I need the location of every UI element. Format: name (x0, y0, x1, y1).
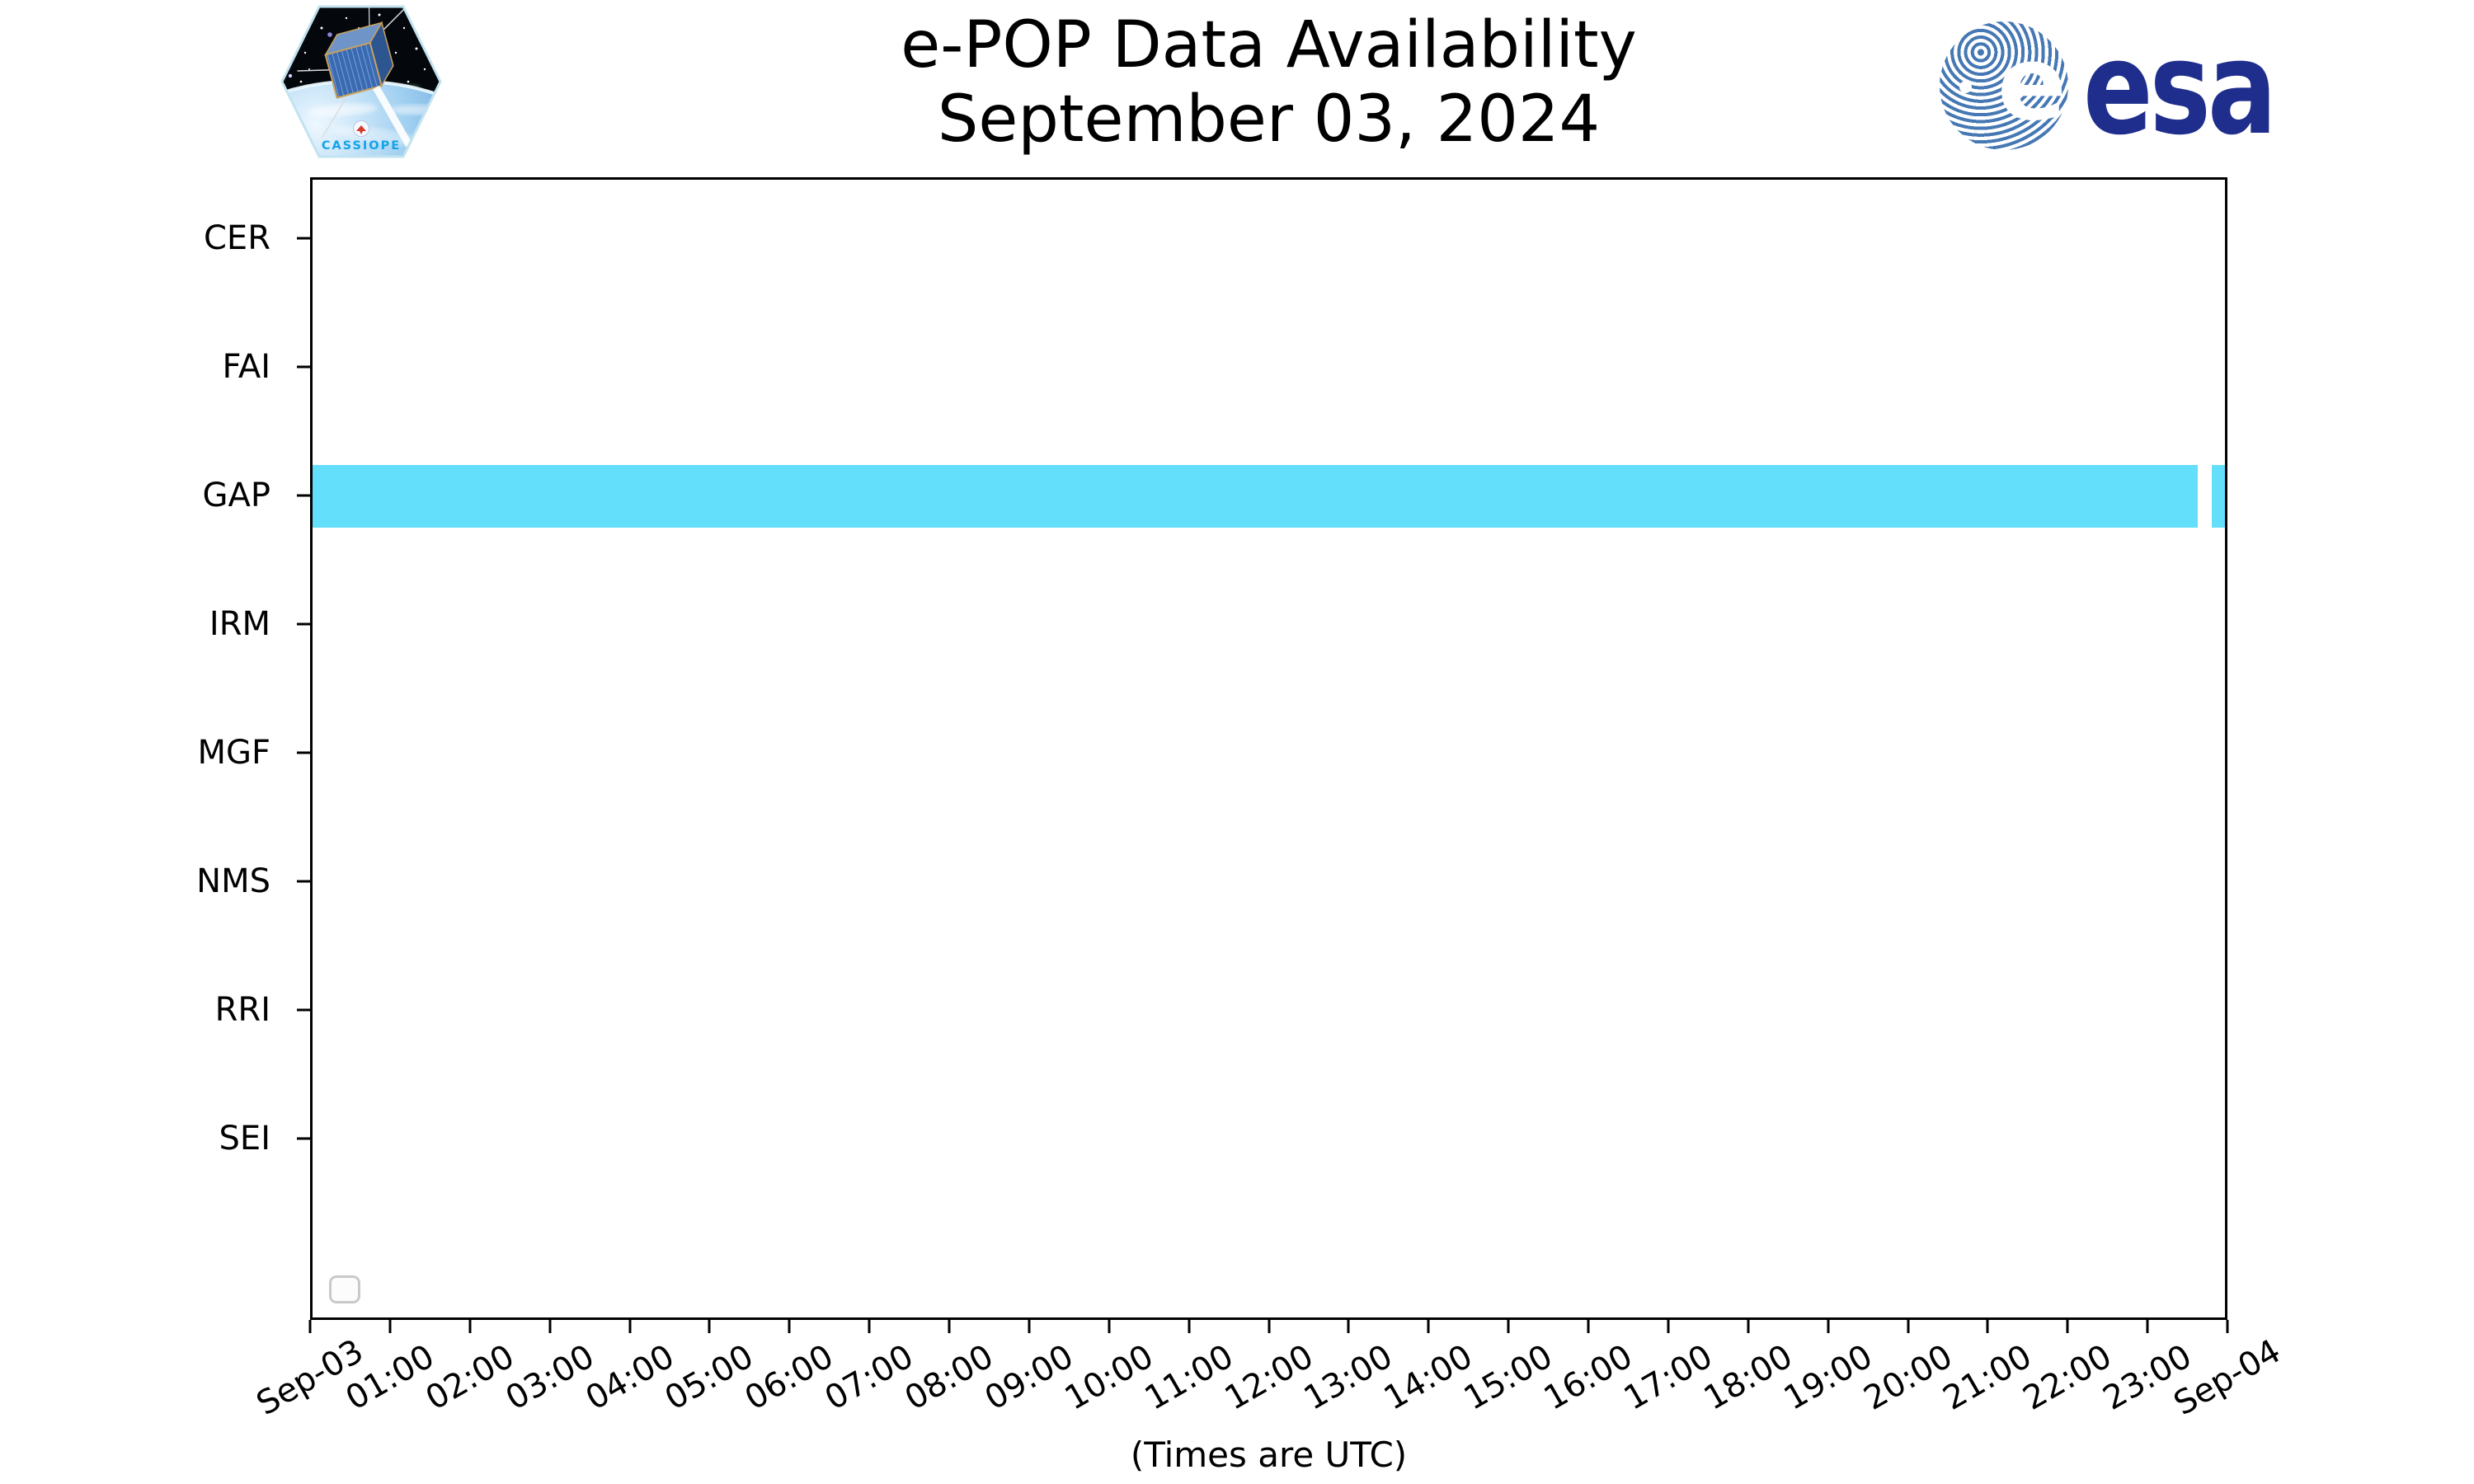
availability-bar-gap (2211, 465, 2225, 528)
esa-globe-dot (1959, 81, 1972, 93)
y-tick-mark (297, 751, 310, 754)
y-axis-ticks (297, 177, 310, 1320)
x-tick-label-1400: 14:00 (1377, 1337, 1479, 1418)
y-tick-mark (297, 1137, 310, 1140)
x-tick-mark (308, 1320, 312, 1333)
y-tick-mark (297, 880, 310, 883)
x-tick-label-0600: 06:00 (738, 1337, 840, 1418)
x-tick-mark (1427, 1320, 1430, 1333)
x-tick-label-1500: 15:00 (1457, 1337, 1559, 1418)
chart-title-block: e-POP Data Availability September 03, 20… (310, 8, 2227, 157)
x-tick-mark (1587, 1320, 1590, 1333)
x-tick-mark (1028, 1320, 1031, 1333)
x-tick-mark (2226, 1320, 2229, 1333)
esa-globe-icon: e (1940, 21, 2068, 150)
x-tick-mark (1268, 1320, 1270, 1333)
x-tick-label-1100: 11:00 (1138, 1337, 1240, 1418)
x-tick-label-1800: 18:00 (1697, 1337, 1799, 1418)
x-tick-label-0900: 09:00 (978, 1337, 1080, 1418)
x-tick-mark (1507, 1320, 1510, 1333)
x-tick-label-2100: 21:00 (1936, 1337, 2039, 1418)
x-tick-label-1700: 17:00 (1617, 1337, 1719, 1418)
y-tick-label-gap: GAP (202, 477, 270, 514)
x-tick-mark (868, 1320, 871, 1333)
y-tick-mark (297, 365, 310, 369)
x-tick-label-1900: 19:00 (1777, 1337, 1879, 1418)
x-tick-mark (1907, 1320, 1909, 1333)
y-tick-label-irm: IRM (209, 604, 270, 643)
x-tick-label-2200: 22:00 (2016, 1337, 2119, 1418)
x-tick-mark (948, 1320, 951, 1333)
y-tick-mark (297, 494, 310, 497)
x-tick-mark (1827, 1320, 1830, 1333)
y-tick-label-mgf: MGF (197, 733, 270, 772)
x-tick-mark (548, 1320, 552, 1333)
y-tick-mark (297, 237, 310, 240)
x-tick-mark (388, 1320, 392, 1333)
x-tick-label-2000: 20:00 (1857, 1337, 1959, 1418)
y-tick-label-rri: RRI (214, 990, 270, 1029)
cassiope-mission-patch: CASSIOPE (280, 5, 442, 158)
x-tick-label-1600: 16:00 (1537, 1337, 1639, 1418)
x-tick-mark (788, 1320, 791, 1333)
esa-wordmark: esa (2083, 13, 2277, 163)
y-axis-labels: CER FAI GAP IRM MGF NMS RRI SEI (0, 177, 290, 1320)
x-tick-mark (1347, 1320, 1350, 1333)
y-tick-label-fai: FAI (222, 348, 271, 386)
x-tick-mark (1667, 1320, 1670, 1333)
x-tick-mark (1188, 1320, 1191, 1333)
plot-area (310, 177, 2227, 1320)
x-tick-mark (1986, 1320, 1989, 1333)
empty-legend-box (329, 1275, 360, 1303)
cassiope-label: CASSIOPE (322, 139, 401, 153)
chart-title: e-POP Data Availability (901, 8, 1637, 82)
y-tick-label-sei: SEI (219, 1119, 270, 1158)
x-tick-label-0300: 03:00 (499, 1337, 601, 1418)
x-axis-title: (Times are UTC) (1130, 1435, 1408, 1475)
y-tick-mark (297, 622, 310, 626)
y-tick-label-nms: NMS (196, 862, 270, 900)
x-tick-mark (628, 1320, 631, 1333)
x-tick-label-sep-04: Sep-04 (2167, 1331, 2288, 1424)
x-tick-mark (1108, 1320, 1111, 1333)
availability-bar-gap (313, 465, 2199, 528)
x-tick-label-0400: 04:00 (579, 1337, 680, 1418)
x-tick-mark (2146, 1320, 2149, 1333)
x-tick-mark (1747, 1320, 1750, 1333)
y-tick-label-cer: CER (204, 219, 270, 257)
x-tick-mark (468, 1320, 472, 1333)
x-tick-label-0200: 02:00 (419, 1337, 521, 1418)
x-tick-label-1000: 10:00 (1058, 1337, 1160, 1418)
x-tick-mark (2066, 1320, 2069, 1333)
x-tick-label-1300: 13:00 (1297, 1337, 1399, 1418)
x-tick-mark (708, 1320, 711, 1333)
x-tick-label-0800: 08:00 (898, 1337, 1000, 1418)
y-tick-mark (297, 1008, 310, 1012)
x-tick-label-0500: 05:00 (658, 1337, 760, 1418)
chart-subtitle: September 03, 2024 (937, 82, 1601, 157)
x-tick-label-0700: 07:00 (818, 1337, 920, 1418)
esa-globe-e: e (1997, 25, 2067, 143)
esa-logo: e esa (1940, 13, 2321, 163)
x-axis-ticks (308, 1320, 2229, 1333)
x-tick-label-1200: 12:00 (1218, 1337, 1319, 1418)
